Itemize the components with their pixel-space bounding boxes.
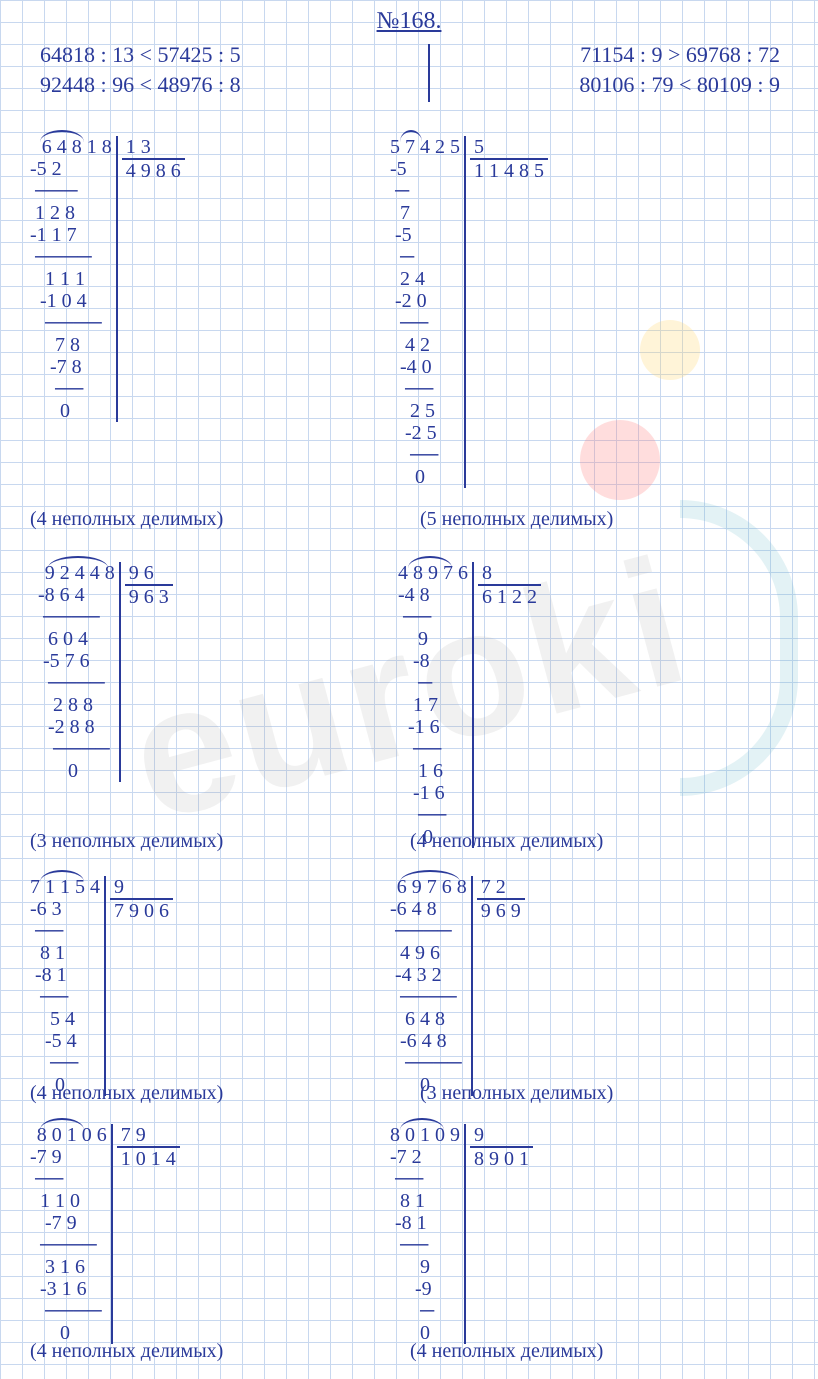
ld4-quotient: 6 1 2 2 xyxy=(478,586,541,608)
comparison-2-left: 92448 : 96 < 48976 : 8 xyxy=(40,74,241,96)
longdiv-6: 6 9 7 6 8 -6 4 8 ──── 4 9 6 -4 3 2 ──── … xyxy=(390,876,525,1096)
note-8: (4 неполных делимых) xyxy=(410,1340,603,1362)
page-title: №168. xyxy=(377,10,442,32)
ld8-divisor: 9 xyxy=(470,1124,533,1146)
ld5-divisor: 9 xyxy=(110,876,173,898)
ld5-dividend: 7 1 1 5 4 xyxy=(30,876,100,898)
ld8-work: -7 2 ── 8 1 -8 1 ── 9 -9 ─ 0 xyxy=(390,1146,460,1344)
comparison-separator xyxy=(428,44,430,102)
note-4: (4 неполных делимых) xyxy=(410,830,603,852)
longdiv-4: 4 8 9 7 6 -4 8 ── 9 -8 ─ 1 7 -1 6 ── 1 6… xyxy=(398,562,541,848)
note-2: (5 неполных делимых) xyxy=(420,508,613,530)
note-3: (3 неполных делимых) xyxy=(30,830,223,852)
longdiv-3: 9 2 4 4 8 -8 6 4 ──── 6 0 4 -5 7 6 ──── … xyxy=(38,562,173,782)
ld2-dividend: 5 7 4 2 5 xyxy=(390,136,460,158)
longdiv-1: 6 4 8 1 8 -5 2 ─── 1 2 8 -1 1 7 ──── 1 1… xyxy=(30,136,185,422)
comparison-2-right: 80106 : 79 < 80109 : 9 xyxy=(579,74,780,96)
ld5-work: -6 3 ── 8 1 -8 1 ── 5 4 -5 4 ── 0 xyxy=(30,898,100,1096)
ld7-work: -7 9 ── 1 1 0 -7 9 ──── 3 1 6 -3 1 6 ───… xyxy=(30,1146,107,1344)
watermark-dot-yellow xyxy=(640,320,700,380)
ld7-dividend: 8 0 1 0 6 xyxy=(30,1124,107,1146)
ld2-divisor: 5 xyxy=(470,136,548,158)
ld3-quotient: 9 6 3 xyxy=(125,586,173,608)
ld4-work: -4 8 ── 9 -8 ─ 1 7 -1 6 ── 1 6 -1 6 ── 0 xyxy=(398,584,468,848)
ld1-dividend: 6 4 8 1 8 xyxy=(30,136,112,158)
longdiv-2: 5 7 4 2 5 -5 ─ 7 -5 ─ 2 4 -2 0 ── 4 2 -4… xyxy=(390,136,548,488)
ld1-quotient: 4 9 8 6 xyxy=(122,160,185,182)
ld3-work: -8 6 4 ──── 6 0 4 -5 7 6 ──── 2 8 8 -2 8… xyxy=(38,584,115,782)
note-7: (4 неполных делимых) xyxy=(30,1340,223,1362)
note-6: (3 неполных делимых) xyxy=(420,1082,613,1104)
ld1-work: -5 2 ─── 1 2 8 -1 1 7 ──── 1 1 1 -1 0 4 … xyxy=(30,158,112,422)
ld7-divisor: 7 9 xyxy=(117,1124,180,1146)
comparison-1-left: 64818 : 13 < 57425 : 5 xyxy=(40,44,241,66)
ld3-divisor: 9 6 xyxy=(125,562,173,584)
comparison-row-1: 64818 : 13 < 57425 : 5 71154 : 9 > 69768… xyxy=(40,44,780,66)
ld1-divisor: 1 3 xyxy=(122,136,185,158)
comparison-1-right: 71154 : 9 > 69768 : 72 xyxy=(580,44,780,66)
ld2-quotient: 1 1 4 8 5 xyxy=(470,160,548,182)
comparison-row-2: 92448 : 96 < 48976 : 8 80106 : 79 < 8010… xyxy=(40,74,780,96)
longdiv-8: 8 0 1 0 9 -7 2 ── 8 1 -8 1 ── 9 -9 ─ 0 9… xyxy=(390,1124,533,1344)
ld6-divisor: 7 2 xyxy=(477,876,525,898)
watermark-dot-red xyxy=(580,420,660,500)
ld2-work: -5 ─ 7 -5 ─ 2 4 -2 0 ── 4 2 -4 0 ── 2 5 … xyxy=(390,158,460,488)
note-1: (4 неполных делимых) xyxy=(30,508,223,530)
watermark-arc xyxy=(680,500,798,796)
ld4-dividend: 4 8 9 7 6 xyxy=(398,562,468,584)
longdiv-5: 7 1 1 5 4 -6 3 ── 8 1 -8 1 ── 5 4 -5 4 ─… xyxy=(30,876,173,1096)
ld4-divisor: 8 xyxy=(478,562,541,584)
ld6-dividend: 6 9 7 6 8 xyxy=(390,876,467,898)
comparison-block: 64818 : 13 < 57425 : 5 71154 : 9 > 69768… xyxy=(40,44,780,104)
ld3-dividend: 9 2 4 4 8 xyxy=(38,562,115,584)
note-5: (4 неполных делимых) xyxy=(30,1082,223,1104)
ld8-dividend: 8 0 1 0 9 xyxy=(390,1124,460,1146)
ld8-quotient: 8 9 0 1 xyxy=(470,1148,533,1170)
ld6-work: -6 4 8 ──── 4 9 6 -4 3 2 ──── 6 4 8 -6 4… xyxy=(390,898,467,1096)
ld6-quotient: 9 6 9 xyxy=(477,900,525,922)
ld5-quotient: 7 9 0 6 xyxy=(110,900,173,922)
ld7-quotient: 1 0 1 4 xyxy=(117,1148,180,1170)
longdiv-7: 8 0 1 0 6 -7 9 ── 1 1 0 -7 9 ──── 3 1 6 … xyxy=(30,1124,180,1344)
